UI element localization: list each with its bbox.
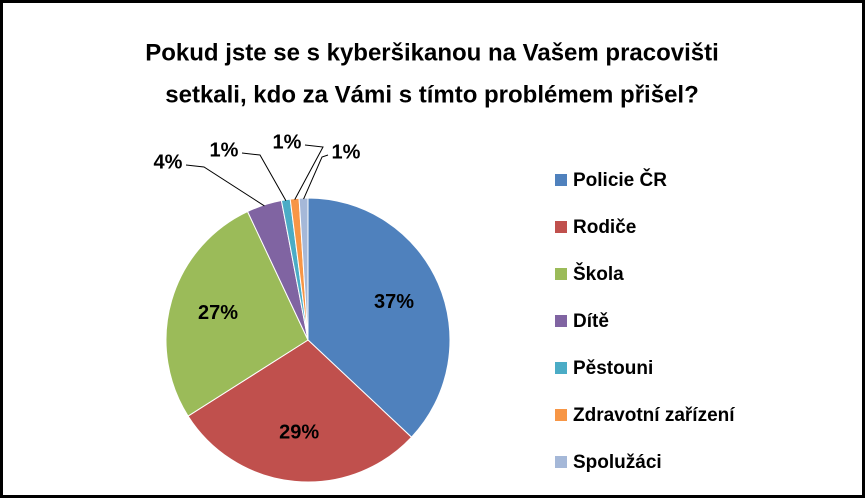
legend-swatch [555,362,567,374]
leader-line [241,152,287,201]
leader-line [294,144,324,200]
data-label: 27% [198,302,238,324]
legend-swatch [555,174,567,186]
legend-swatch [555,268,567,280]
legend-label: Spolužáci [573,452,662,473]
leader-line [303,154,329,200]
data-label: 29% [279,422,319,444]
legend-swatch [555,409,567,421]
pie-slice [165,210,309,417]
data-label: 4% [154,151,183,173]
chart-title: setkali, kdo za Vámi s tímto problémem p… [165,81,699,108]
data-label: 1% [332,141,361,163]
pie-slice [187,339,413,483]
legend-swatch [555,456,567,468]
legend-label: Dítě [573,311,609,332]
data-label: 1% [210,139,239,161]
legend-label: Pěstouni [573,358,653,379]
data-label: 37% [374,291,414,313]
data-label: 1% [273,131,302,153]
legend-label: Rodiče [573,217,636,238]
leader-line [185,164,265,207]
legend-swatch [555,221,567,233]
chart-title: Pokud jste se s kyberšikanou na Vašem pr… [145,39,719,66]
legend-label: Zdravotní zařízení [573,405,735,426]
legend-label: Škola [573,263,624,285]
pie-slice [307,197,451,438]
legend-swatch [555,315,567,327]
legend-label: Policie ČR [573,169,667,191]
